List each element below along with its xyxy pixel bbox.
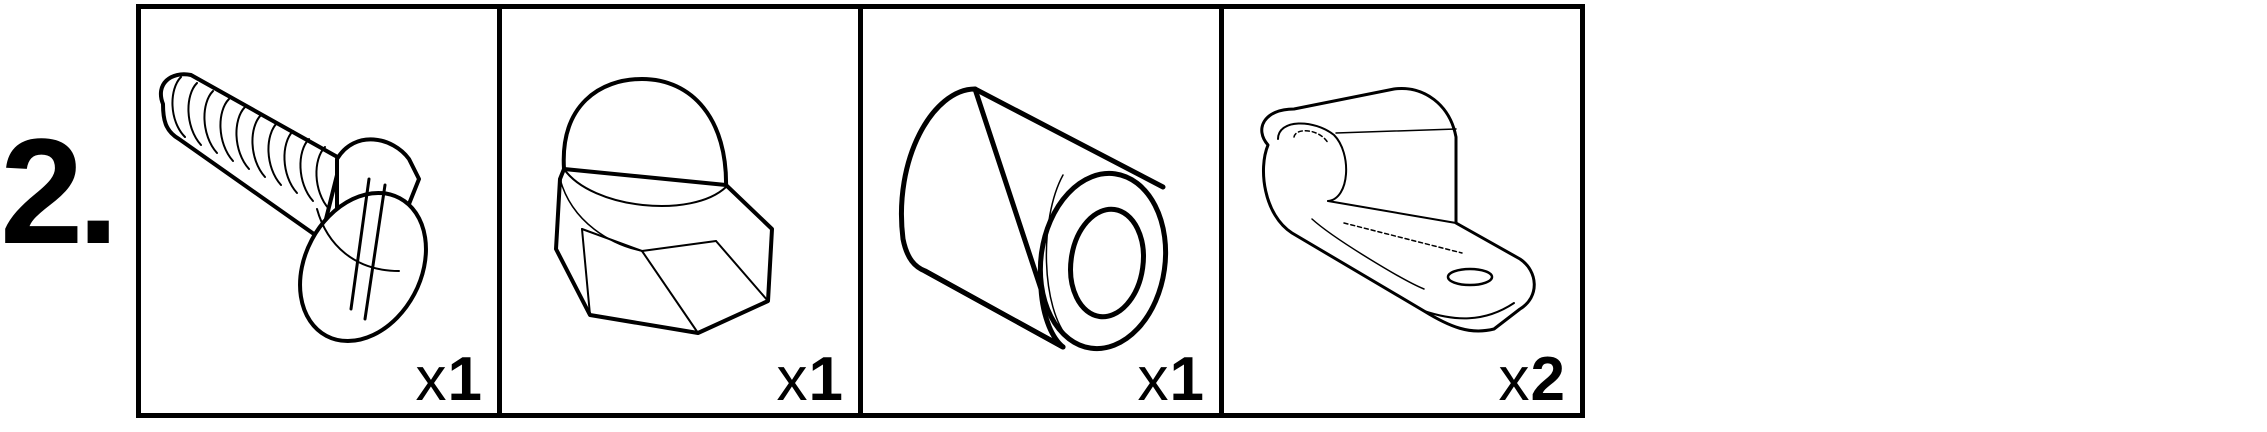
- part-panel-acorn-nut: x1: [497, 4, 863, 418]
- parts-list: x1 x1: [136, 4, 1585, 418]
- quantity-label: x1: [415, 345, 483, 414]
- slotted-screw-icon: [159, 72, 428, 344]
- part-panel-screw: x1: [136, 4, 502, 418]
- acorn-nut-icon: [554, 77, 774, 335]
- step-number: 2.: [0, 107, 119, 275]
- quantity-label: x2: [1498, 345, 1566, 414]
- quantity-label: x1: [776, 345, 844, 414]
- part-panel-spacer: x1: [858, 4, 1224, 418]
- spacer-cylinder-icon: [899, 86, 1169, 352]
- quantity-label: x1: [1137, 345, 1205, 414]
- cable-clamp-icon: [1260, 87, 1536, 333]
- part-panel-cable-clamp: x2: [1219, 4, 1585, 418]
